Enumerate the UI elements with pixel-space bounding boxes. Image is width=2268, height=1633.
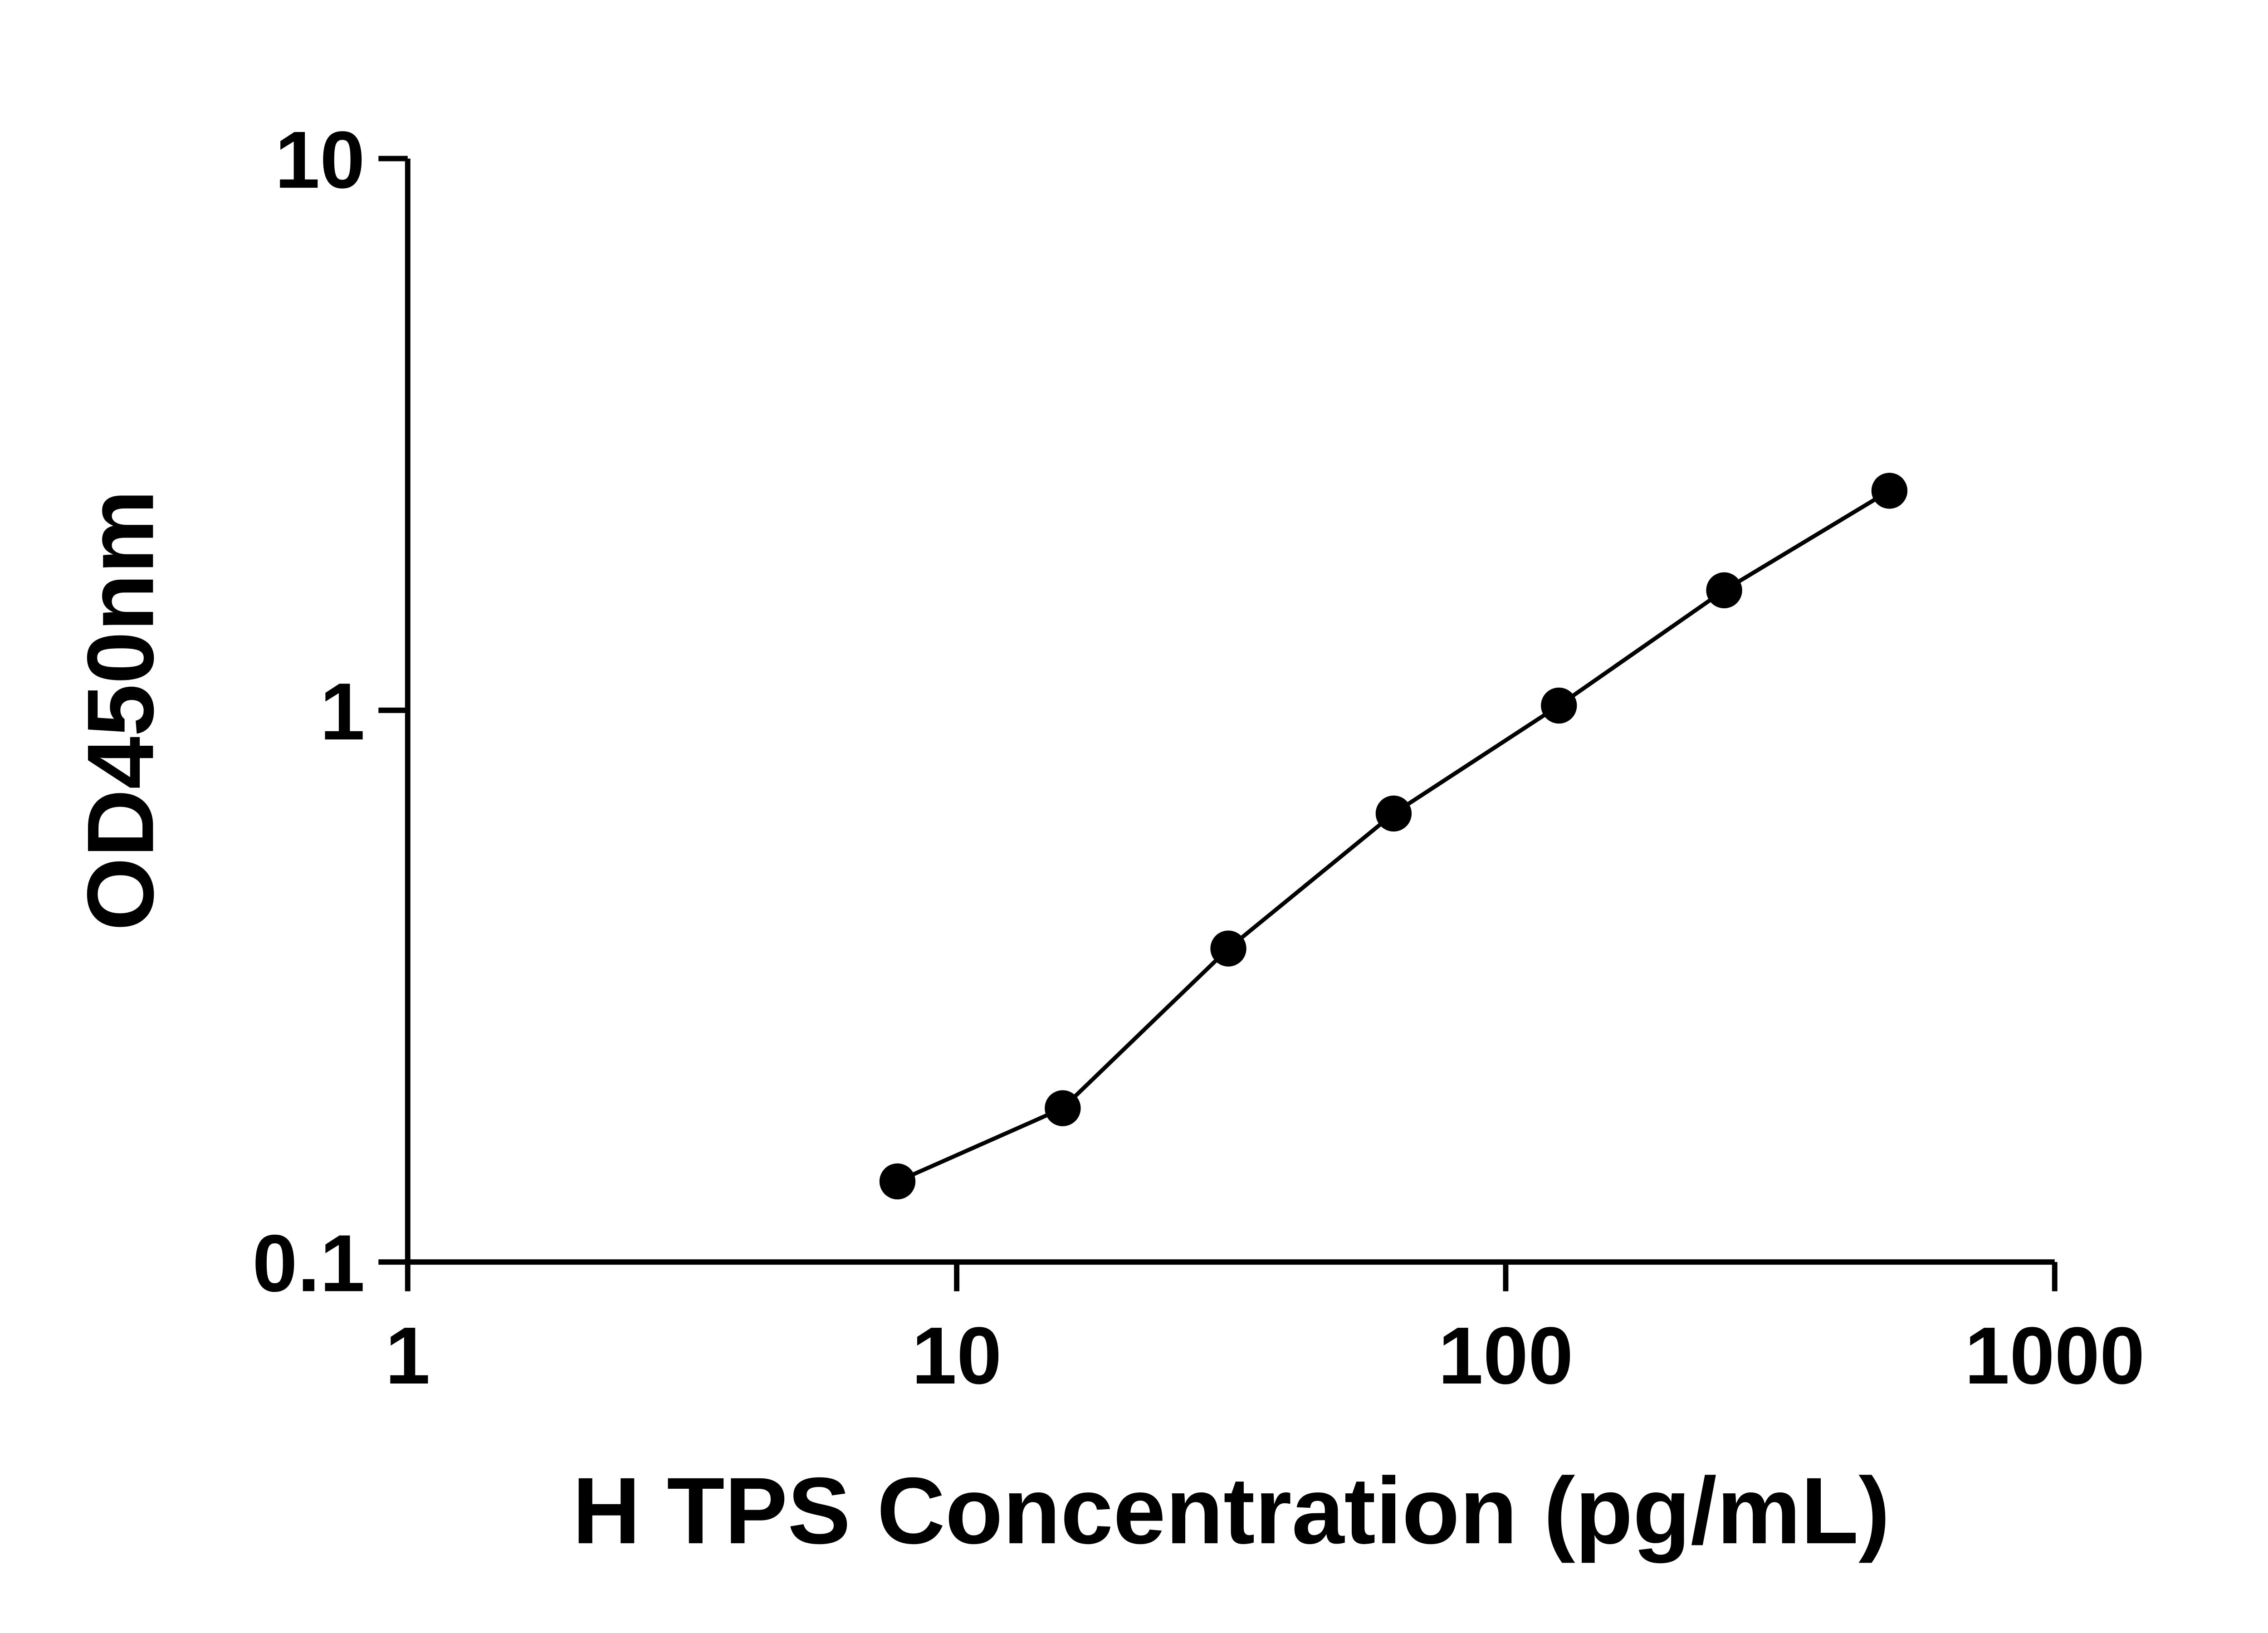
- axes-layer: [405, 158, 2055, 1265]
- data-point: [1375, 795, 1412, 832]
- data-point: [1045, 1090, 1081, 1126]
- x-axis-title: H TPS Concentration (pg/mL): [572, 1458, 1890, 1564]
- y-tick-label: 1: [320, 666, 365, 757]
- data-point: [1541, 687, 1577, 724]
- data-point: [1871, 473, 1908, 509]
- data-point: [1706, 572, 1742, 609]
- x-tick-label: 100: [1438, 1310, 1573, 1401]
- data-point: [879, 1163, 916, 1200]
- x-tick-label: 1000: [1965, 1310, 2145, 1401]
- y-tick-label: 10: [275, 114, 365, 205]
- series-layer: [879, 473, 1908, 1200]
- y-axis-title: OD450nm: [68, 490, 173, 931]
- x-tick-label: 1: [385, 1310, 430, 1401]
- axis-spine: [405, 158, 2055, 1265]
- x-tick-label: 10: [912, 1310, 1002, 1401]
- y-tick-label: 0.1: [252, 1217, 365, 1308]
- data-point: [1210, 930, 1246, 967]
